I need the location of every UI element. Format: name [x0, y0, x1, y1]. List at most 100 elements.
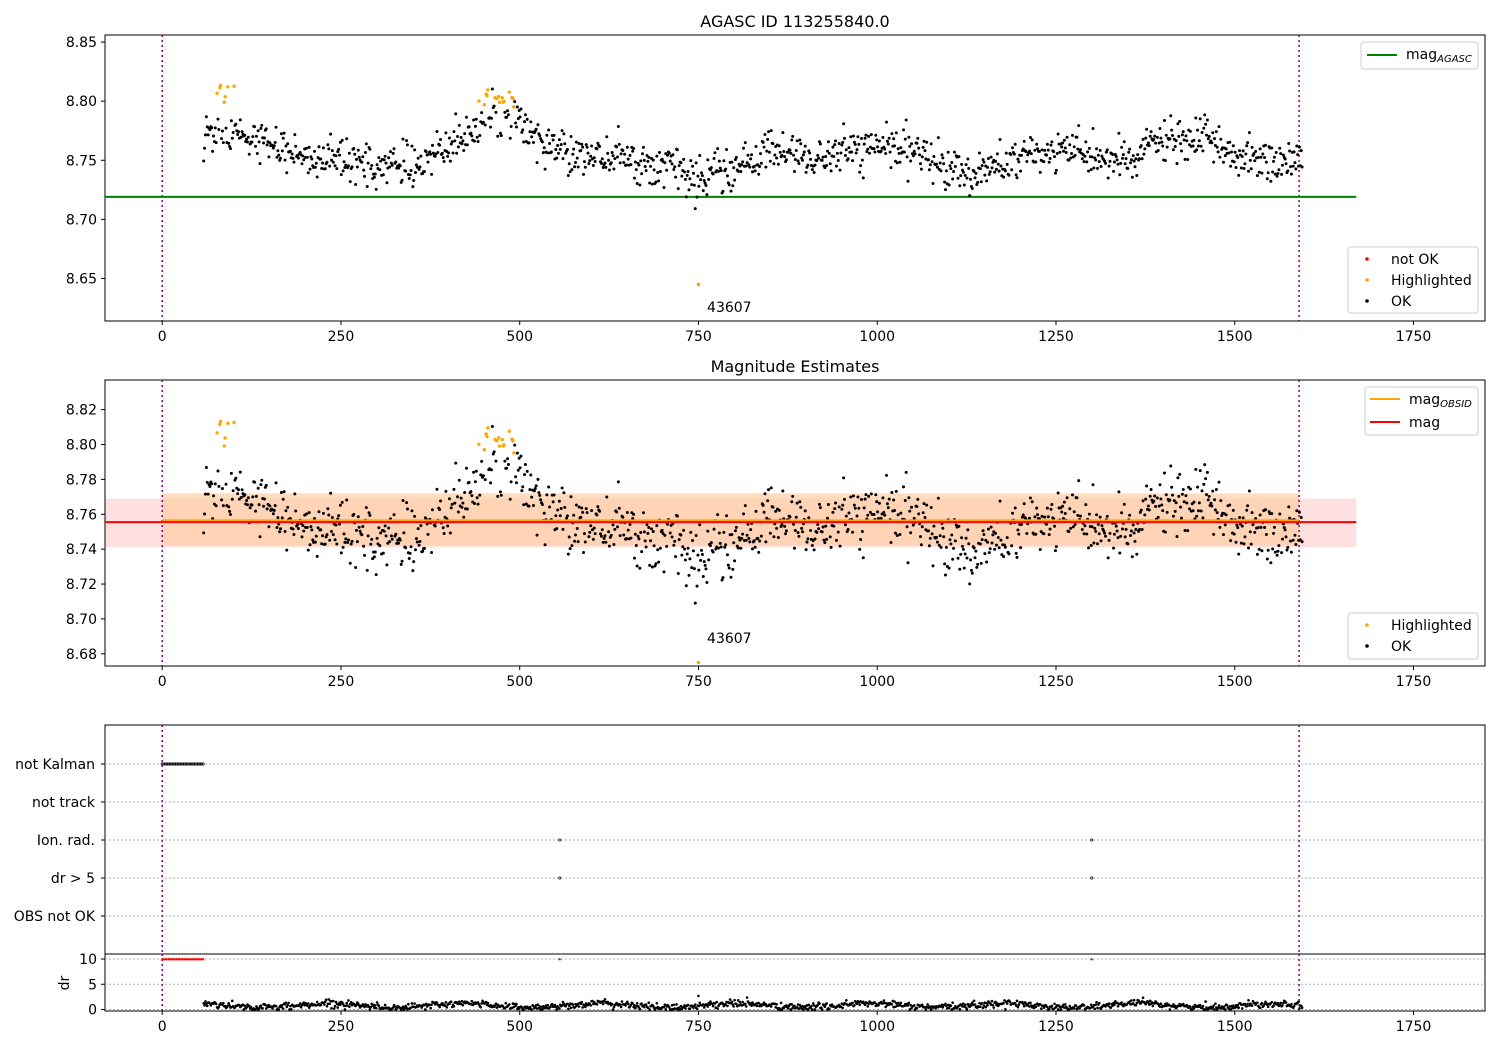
ok-point	[661, 531, 665, 535]
ok-point	[1259, 155, 1263, 159]
ok-point	[1197, 139, 1201, 143]
ok-point	[625, 145, 629, 149]
dr-point	[810, 1004, 813, 1008]
ok-point	[618, 534, 622, 538]
dr-point	[1298, 1007, 1301, 1010]
ok-point	[818, 142, 822, 146]
ok-point	[1270, 146, 1274, 150]
ok-point	[938, 161, 942, 165]
ok-point	[712, 157, 716, 161]
ok-point	[556, 508, 560, 512]
ok-point	[1204, 493, 1208, 497]
ok-point	[353, 152, 357, 156]
ok-point	[323, 167, 327, 171]
ok-point	[827, 151, 831, 155]
ok-point	[1178, 119, 1182, 123]
ok-point	[253, 480, 257, 484]
ok-point	[747, 536, 751, 540]
ok-point	[763, 492, 767, 496]
flag-point	[181, 762, 185, 766]
ok-point	[296, 156, 300, 160]
ok-point	[1174, 139, 1178, 143]
ok-point	[805, 540, 809, 544]
dr-point	[1260, 1001, 1264, 1005]
ok-point	[398, 538, 402, 542]
ok-point	[752, 164, 756, 168]
ok-point	[350, 165, 354, 169]
ok-point	[737, 536, 741, 540]
dr-point	[679, 1004, 683, 1008]
dr-point	[837, 1003, 841, 1007]
ok-point	[489, 116, 493, 120]
dr-point	[339, 1003, 342, 1006]
ok-point	[941, 156, 945, 160]
ok-point	[709, 541, 713, 545]
ok-point	[1030, 500, 1034, 504]
ok-point	[633, 160, 637, 164]
ok-point	[703, 563, 707, 567]
ok-point	[968, 582, 972, 586]
ok-point	[576, 165, 580, 169]
ok-point	[833, 143, 837, 147]
ok-point	[206, 133, 210, 137]
highlighted-point	[507, 90, 512, 94]
dr-point	[520, 1006, 524, 1009]
ok-point	[1202, 482, 1206, 486]
ok-point	[662, 185, 666, 189]
ok-point	[414, 163, 418, 167]
ok-point	[421, 549, 425, 553]
ok-point	[986, 540, 990, 544]
dr-point	[1003, 999, 1006, 1002]
ok-point	[832, 154, 836, 158]
dr-point	[1107, 1002, 1111, 1005]
dr-point	[795, 1005, 799, 1009]
ok-point	[683, 177, 687, 181]
ok-point	[921, 511, 925, 515]
ok-point	[689, 530, 693, 534]
ok-point	[1070, 151, 1074, 155]
ok-point	[680, 553, 684, 557]
ok-point	[769, 486, 773, 490]
ok-point	[1176, 476, 1180, 480]
ok-point	[519, 454, 523, 458]
ok-point	[1169, 114, 1173, 118]
ok-point	[866, 147, 870, 151]
ok-point	[612, 167, 616, 171]
ok-point	[416, 527, 420, 531]
ok-point	[1100, 524, 1104, 528]
ok-point	[264, 127, 268, 131]
dr-point	[873, 1001, 877, 1005]
ok-point	[953, 165, 957, 169]
ok-point	[792, 169, 796, 173]
ok-point	[414, 537, 418, 541]
dr-point	[1232, 1004, 1235, 1007]
ok-point	[969, 558, 973, 562]
dr-point	[347, 999, 350, 1002]
dr-point	[634, 1006, 637, 1010]
ok-point	[1022, 502, 1026, 506]
ok-point	[742, 146, 746, 150]
dr-point	[443, 1004, 447, 1007]
ok-point	[1017, 160, 1021, 164]
ok-point	[566, 552, 570, 556]
dr-point	[513, 1002, 517, 1006]
ok-point	[1011, 511, 1015, 515]
dr-point	[323, 1003, 326, 1006]
ok-point	[1260, 549, 1264, 553]
ok-point	[334, 154, 338, 158]
dr-point	[330, 1007, 333, 1010]
ok-point	[292, 160, 296, 164]
dr-point	[327, 998, 331, 1001]
ok-point	[777, 144, 781, 148]
ok-point	[1240, 154, 1244, 158]
ok-point	[750, 547, 754, 551]
ok-point	[1249, 167, 1253, 171]
ok-point	[836, 530, 840, 534]
ok-point	[231, 131, 235, 135]
ok-point	[1219, 137, 1223, 141]
ok-point	[375, 163, 379, 167]
ok-point	[340, 500, 344, 504]
ok-point	[622, 161, 626, 165]
ok-point	[825, 537, 829, 541]
dr-point	[647, 1001, 651, 1005]
